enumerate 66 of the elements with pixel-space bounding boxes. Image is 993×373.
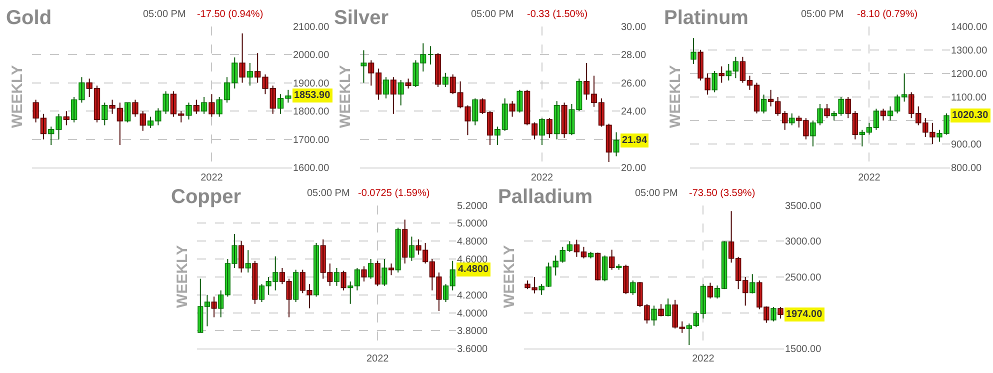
text: -8.10 (0.79%) <box>857 9 918 20</box>
y-tick-label: 4.8000 <box>457 236 488 248</box>
chart-title: Gold <box>6 7 52 29</box>
candlestick <box>360 50 367 84</box>
annotation: 4.4800 <box>458 264 490 275</box>
text: 05:00 PM <box>635 188 678 199</box>
y-tick-label: 3000.00 <box>785 236 822 248</box>
chart-title: Silver <box>334 7 389 29</box>
candlestick <box>770 306 776 322</box>
candlestick <box>239 32 246 84</box>
candlestick <box>789 112 795 126</box>
annotation: 1020.30 <box>952 110 989 121</box>
y-tick-label: 800.00 <box>951 163 982 174</box>
candlestick <box>428 46 434 65</box>
y-tick-label: 4.6000 <box>457 254 488 266</box>
y-tick-label: 30.00 <box>621 22 646 33</box>
y-tick-label: 3500.00 <box>785 200 822 212</box>
x-tick-label: 2022 <box>692 354 715 365</box>
y-tick-label: 4.0000 <box>457 308 488 320</box>
y-axis-title: WEEKLY <box>9 65 26 128</box>
y-tick-label: 2500.00 <box>785 272 822 284</box>
y-tick-label: 1400.00 <box>951 22 988 33</box>
y-tick-label: 1700.00 <box>293 134 330 146</box>
y-tick-label: 2000.00 <box>293 50 330 62</box>
y-tick-label: 3.8000 <box>457 326 488 338</box>
y-tick-label: 5.2000 <box>457 200 488 212</box>
text: 05:00 PM <box>471 9 514 20</box>
y-tick-label: 1900.00 <box>293 78 330 90</box>
x-tick-label: 2022 <box>858 172 881 184</box>
annotation: 21.94 <box>622 135 648 146</box>
y-axis-title: WEEKLY <box>174 245 192 308</box>
x-tick-label: 2022 <box>200 172 224 184</box>
y-tick-label: 1500.00 <box>785 344 822 356</box>
text: -17.50 (0.94%) <box>197 9 264 20</box>
text: -0.33 (1.50%) <box>527 9 588 20</box>
y-tick-label: 1300.00 <box>951 45 988 56</box>
y-tick-label: 1100.00 <box>951 92 987 104</box>
y-tick-label: 900.00 <box>951 140 982 151</box>
y-tick-label: 24.00 <box>621 106 646 118</box>
y-tick-label: 5.0000 <box>457 218 488 230</box>
x-tick-label: 2022 <box>366 354 390 365</box>
y-tick-label: 28.00 <box>621 50 646 62</box>
chart-title: Palladium <box>498 186 592 208</box>
candlestick <box>361 266 367 282</box>
text: -73.50 (3.59%) <box>689 188 756 199</box>
y-tick-label: 26.00 <box>621 78 646 90</box>
chart-title: Platinum <box>664 7 748 29</box>
y-tick-label: 1600.00 <box>293 163 330 174</box>
chart-title: Copper <box>171 186 242 208</box>
y-tick-label: 4.2000 <box>457 290 488 302</box>
y-axis-title: WEEKLY <box>337 65 354 128</box>
annotation: 1853.90 <box>294 90 331 101</box>
y-tick-label: 20.00 <box>621 163 646 174</box>
y-tick-label: 1800.00 <box>293 106 330 118</box>
candlestick <box>208 94 215 118</box>
y-tick-label: 1200.00 <box>951 68 988 80</box>
y-axis-title: WEEKLY <box>501 245 518 308</box>
text: -0.0725 (1.59%) <box>358 188 430 199</box>
text: 05:00 PM <box>307 188 350 199</box>
y-axis-title: WEEKLY <box>667 65 684 128</box>
y-tick-label: 2100.00 <box>293 22 330 33</box>
text: 05:00 PM <box>801 9 844 20</box>
text: 05:00 PM <box>143 9 186 20</box>
annotation: 1974.00 <box>786 309 823 320</box>
x-tick-label: 2022 <box>530 172 554 184</box>
y-tick-label: 3.6000 <box>457 344 488 356</box>
